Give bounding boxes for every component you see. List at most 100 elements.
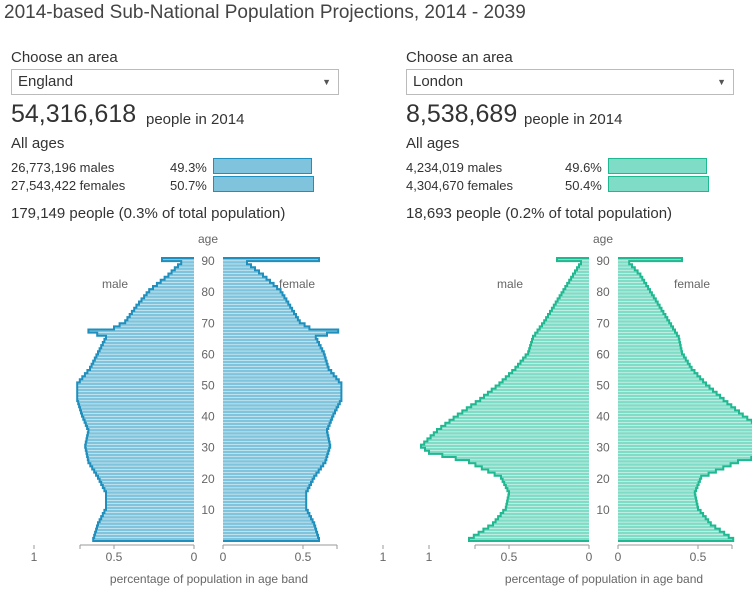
female-age-bar bbox=[223, 469, 319, 473]
age-tick-label: 10 bbox=[596, 503, 610, 517]
male-age-bar bbox=[507, 488, 589, 491]
highlight-text: 179,149 people (0.3% of total population… bbox=[11, 205, 286, 222]
male-age-bar bbox=[106, 503, 194, 507]
choose-area-label: Choose an area bbox=[406, 49, 513, 66]
male-label: male bbox=[102, 277, 128, 291]
female-age-bar bbox=[223, 348, 323, 351]
area-select[interactable]: London ▼ bbox=[406, 69, 734, 95]
female-age-bar bbox=[618, 295, 654, 298]
male-age-bar bbox=[86, 438, 194, 441]
male-age-bar bbox=[87, 369, 194, 373]
male-age-bar bbox=[425, 447, 589, 451]
female-age-bar bbox=[223, 270, 259, 274]
male-age-bar bbox=[138, 301, 194, 305]
male-age-bar bbox=[156, 282, 194, 286]
chevron-down-icon: ▼ bbox=[717, 77, 726, 87]
male-age-bar bbox=[78, 401, 194, 404]
female-label: female bbox=[279, 277, 315, 291]
female-age-bar bbox=[223, 382, 342, 386]
population-pyramid-chart: age 90 80 70 60 50 40 30 20 10 male female 1 0.5 0 0 0.5… bbox=[31, 232, 387, 586]
male-age-bar bbox=[473, 534, 589, 538]
male-age-bar bbox=[94, 469, 194, 473]
male-age-bar bbox=[114, 326, 194, 330]
female-age-bar bbox=[618, 335, 679, 339]
male-age-bar bbox=[500, 513, 589, 516]
female-age-bar bbox=[618, 360, 688, 364]
male-age-bar bbox=[501, 475, 589, 479]
male-age-bar bbox=[469, 537, 589, 541]
male-age-bar bbox=[480, 397, 589, 401]
area-select-value: England bbox=[18, 73, 74, 90]
male-age-bar bbox=[561, 292, 589, 295]
female-age-bar bbox=[618, 516, 706, 519]
male-age-bar bbox=[86, 450, 194, 454]
male-age-bar bbox=[530, 345, 589, 348]
age-tick-label: 20 bbox=[201, 472, 215, 486]
female-age-bar bbox=[618, 460, 738, 463]
female-age-bar bbox=[223, 261, 247, 264]
male-age-bar bbox=[488, 525, 589, 529]
male-age-bar bbox=[549, 310, 589, 314]
male-age-bar bbox=[559, 295, 589, 298]
male-age-bar bbox=[449, 419, 589, 423]
female-age-bar bbox=[618, 313, 666, 317]
x-axis-label: percentage of population in age band bbox=[505, 572, 703, 586]
female-age-bar bbox=[223, 481, 311, 485]
male-age-bar bbox=[453, 416, 589, 420]
age-tick-label: 70 bbox=[201, 316, 215, 330]
female-age-bar bbox=[618, 534, 729, 538]
female-age-bar bbox=[618, 279, 645, 283]
male-age-bar bbox=[106, 500, 194, 504]
male-age-bar bbox=[466, 407, 589, 410]
male-age-bar bbox=[565, 285, 589, 289]
male-age-bar bbox=[82, 413, 194, 417]
area-select[interactable]: England ▼ bbox=[11, 69, 339, 95]
female-age-bar bbox=[223, 357, 326, 361]
age-group-label: All ages bbox=[406, 135, 460, 152]
females-count: 27,543,422 females bbox=[11, 178, 126, 193]
male-age-bar bbox=[92, 466, 194, 469]
female-age-bar bbox=[223, 528, 317, 532]
male-age-bar bbox=[507, 497, 589, 501]
age-axis-label: age bbox=[198, 232, 218, 246]
male-age-bar bbox=[87, 453, 194, 457]
age-group-label: All ages bbox=[11, 135, 65, 152]
female-age-bar bbox=[223, 491, 307, 494]
female-age-bar bbox=[223, 447, 330, 451]
female-age-bar bbox=[618, 537, 734, 541]
female-age-bar bbox=[618, 326, 674, 330]
male-age-bar bbox=[503, 509, 589, 513]
female-age-bar bbox=[618, 453, 752, 457]
female-age-bar bbox=[618, 301, 658, 305]
male-age-bar bbox=[85, 444, 194, 448]
female-age-bar bbox=[618, 373, 698, 376]
female-age-bar bbox=[618, 488, 697, 491]
female-age-bar bbox=[618, 388, 714, 392]
female-age-bar bbox=[223, 310, 295, 314]
x-tick-label: 1 bbox=[31, 550, 38, 564]
female-age-bar bbox=[223, 282, 274, 286]
male-age-bar bbox=[502, 478, 589, 482]
male-age-bar bbox=[174, 267, 194, 270]
female-age-bar bbox=[618, 376, 701, 379]
female-age-bar bbox=[618, 385, 710, 389]
male-age-bar bbox=[79, 379, 194, 382]
female-age-bar bbox=[223, 307, 293, 311]
male-age-bar bbox=[455, 457, 589, 460]
male-age-bar bbox=[512, 369, 589, 373]
male-age-bar bbox=[506, 503, 589, 507]
female-age-bar bbox=[618, 401, 728, 404]
female-age-bar bbox=[223, 366, 329, 370]
female-age-bar bbox=[618, 404, 732, 407]
female-age-bar bbox=[618, 500, 697, 504]
male-age-bar bbox=[101, 481, 194, 485]
female-age-bar bbox=[618, 341, 681, 345]
female-age-bar bbox=[618, 391, 717, 395]
female-age-bar bbox=[223, 258, 319, 261]
female-age-bar bbox=[223, 404, 339, 407]
female-age-bar bbox=[618, 394, 721, 398]
male-age-bar bbox=[484, 394, 589, 398]
male-age-bar bbox=[146, 292, 194, 295]
x-tick-label: 0.5 bbox=[295, 550, 312, 564]
male-age-bar bbox=[475, 401, 589, 404]
